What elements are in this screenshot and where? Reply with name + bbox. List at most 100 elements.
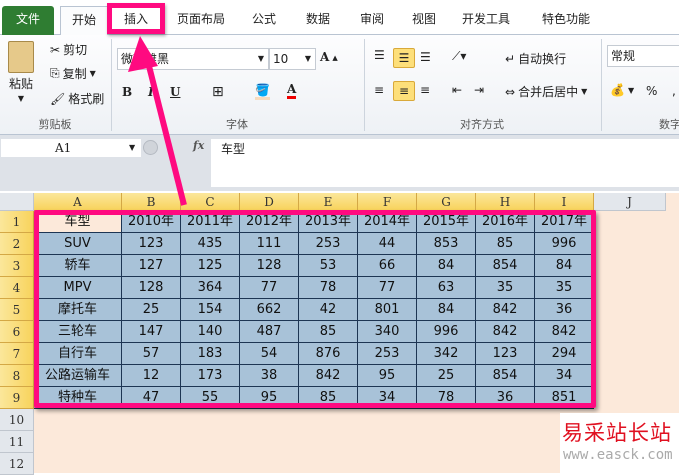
- table-cell[interactable]: 77: [358, 277, 417, 299]
- table-cell[interactable]: 35: [476, 277, 535, 299]
- table-cell[interactable]: 42: [299, 299, 358, 321]
- table-cell[interactable]: 公路运输车: [34, 365, 122, 387]
- tab-home[interactable]: 开始: [60, 6, 108, 36]
- table-cell[interactable]: 253: [358, 343, 417, 365]
- align-top-button[interactable]: ☰: [374, 48, 385, 62]
- tab-developer[interactable]: 开发工具: [461, 12, 510, 26]
- table-cell[interactable]: 842: [476, 299, 535, 321]
- table-cell[interactable]: 84: [417, 255, 476, 277]
- bold-button[interactable]: B: [122, 85, 133, 99]
- comma-button[interactable]: ,: [672, 84, 676, 98]
- row-header-9[interactable]: 9: [0, 387, 34, 409]
- table-cell[interactable]: 662: [240, 299, 299, 321]
- table-cell[interactable]: 842: [299, 365, 358, 387]
- table-cell[interactable]: 842: [476, 321, 535, 343]
- align-left-button[interactable]: ≡: [374, 83, 385, 97]
- table-cell[interactable]: 44: [358, 233, 417, 255]
- table-cell[interactable]: 154: [181, 299, 240, 321]
- row-header-2[interactable]: 2: [0, 233, 34, 255]
- table-cell[interactable]: 25: [417, 365, 476, 387]
- table-cell[interactable]: 128: [240, 255, 299, 277]
- table-cell[interactable]: 54: [240, 343, 299, 365]
- table-cell[interactable]: 125: [181, 255, 240, 277]
- header-cell[interactable]: 2013年: [299, 211, 358, 233]
- worksheet[interactable]: A B C D E F G H I J 1 2 3 4 5 6 7 8 9 10 11 12 车型 2010年 2011年 201…: [0, 193, 679, 475]
- table-cell[interactable]: 66: [358, 255, 417, 277]
- row-header-1[interactable]: 1: [0, 211, 34, 233]
- font-size-select[interactable]: 10 ▼: [269, 48, 316, 70]
- header-cell[interactable]: 2010年: [122, 211, 181, 233]
- table-cell[interactable]: 123: [122, 233, 181, 255]
- header-cell[interactable]: 2016年: [476, 211, 535, 233]
- paste-button[interactable]: 粘贴 ▼: [8, 41, 34, 103]
- number-format-select[interactable]: 常规: [607, 45, 679, 67]
- table-cell[interactable]: 34: [535, 365, 594, 387]
- table-cell[interactable]: 63: [417, 277, 476, 299]
- table-cell[interactable]: 854: [476, 255, 535, 277]
- merge-center-button[interactable]: ⇔ 合并后居中 ▼: [505, 84, 588, 100]
- table-cell[interactable]: SUV: [34, 233, 122, 255]
- table-cell[interactable]: 57: [122, 343, 181, 365]
- table-cell[interactable]: 128: [122, 277, 181, 299]
- tab-special[interactable]: 特色功能: [541, 12, 590, 26]
- table-cell[interactable]: 854: [476, 365, 535, 387]
- table-cell[interactable]: 183: [181, 343, 240, 365]
- table-cell[interactable]: 38: [240, 365, 299, 387]
- tab-file[interactable]: 文件: [2, 6, 54, 35]
- header-cell[interactable]: 2015年: [417, 211, 476, 233]
- table-cell[interactable]: 340: [358, 321, 417, 343]
- copy-button[interactable]: ⎘ 复制 ▼: [50, 65, 96, 82]
- table-cell[interactable]: 95: [358, 365, 417, 387]
- table-cell[interactable]: 801: [358, 299, 417, 321]
- table-cell[interactable]: 487: [240, 321, 299, 343]
- table-cell[interactable]: MPV: [34, 277, 122, 299]
- column-header-J[interactable]: J: [594, 193, 666, 211]
- table-cell[interactable]: 自行车: [34, 343, 122, 365]
- table-cell[interactable]: 36: [535, 299, 594, 321]
- header-cell[interactable]: 车型: [34, 211, 122, 233]
- tab-formulas[interactable]: 公式: [251, 12, 276, 26]
- table-cell[interactable]: 253: [299, 233, 358, 255]
- currency-button[interactable]: 💰 ▼: [610, 83, 635, 97]
- row-header-3[interactable]: 3: [0, 255, 34, 277]
- table-cell[interactable]: 77: [240, 277, 299, 299]
- table-cell[interactable]: 78: [299, 277, 358, 299]
- tab-page-layout[interactable]: 页面布局: [176, 12, 225, 26]
- table-cell[interactable]: 123: [476, 343, 535, 365]
- table-cell[interactable]: 85: [476, 233, 535, 255]
- name-box[interactable]: A1 ▼: [1, 139, 141, 157]
- align-center-button[interactable]: ≡: [393, 81, 415, 101]
- tab-data[interactable]: 数据: [305, 12, 330, 26]
- row-header-11[interactable]: 11: [0, 431, 34, 453]
- align-right-button[interactable]: ≡: [420, 83, 431, 97]
- table-cell[interactable]: 84: [417, 299, 476, 321]
- header-cell[interactable]: 2011年: [181, 211, 240, 233]
- table-cell[interactable]: 876: [299, 343, 358, 365]
- table-cell[interactable]: 轿车: [34, 255, 122, 277]
- align-bottom-button[interactable]: ☰: [420, 50, 431, 64]
- table-cell[interactable]: 111: [240, 233, 299, 255]
- table-cell[interactable]: 435: [181, 233, 240, 255]
- table-cell[interactable]: 12: [122, 365, 181, 387]
- table-cell[interactable]: 85: [299, 321, 358, 343]
- increase-indent-button[interactable]: ⇥: [474, 83, 485, 97]
- decrease-indent-button[interactable]: ⇤: [452, 83, 463, 97]
- orientation-button[interactable]: ⟋▾: [452, 49, 467, 63]
- wrap-text-button[interactable]: ↵ 自动换行: [505, 50, 566, 67]
- align-middle-button[interactable]: ☰: [393, 48, 415, 68]
- percent-button[interactable]: %: [646, 84, 658, 98]
- font-color-button[interactable]: A: [287, 82, 297, 99]
- formula-input[interactable]: 车型: [211, 139, 679, 187]
- format-painter-button[interactable]: 🖌 格式刷: [50, 90, 104, 107]
- row-header-6[interactable]: 6: [0, 321, 34, 343]
- grow-font-button[interactable]: A ▲: [320, 50, 338, 64]
- table-cell[interactable]: 842: [535, 321, 594, 343]
- fx-icon[interactable]: fx: [193, 139, 205, 152]
- table-cell[interactable]: 140: [181, 321, 240, 343]
- table-cell[interactable]: 294: [535, 343, 594, 365]
- table-cell[interactable]: 342: [417, 343, 476, 365]
- table-cell[interactable]: 摩托车: [34, 299, 122, 321]
- select-all-corner[interactable]: [0, 193, 34, 211]
- tab-view[interactable]: 视图: [411, 12, 436, 26]
- underline-button[interactable]: U: [170, 85, 181, 99]
